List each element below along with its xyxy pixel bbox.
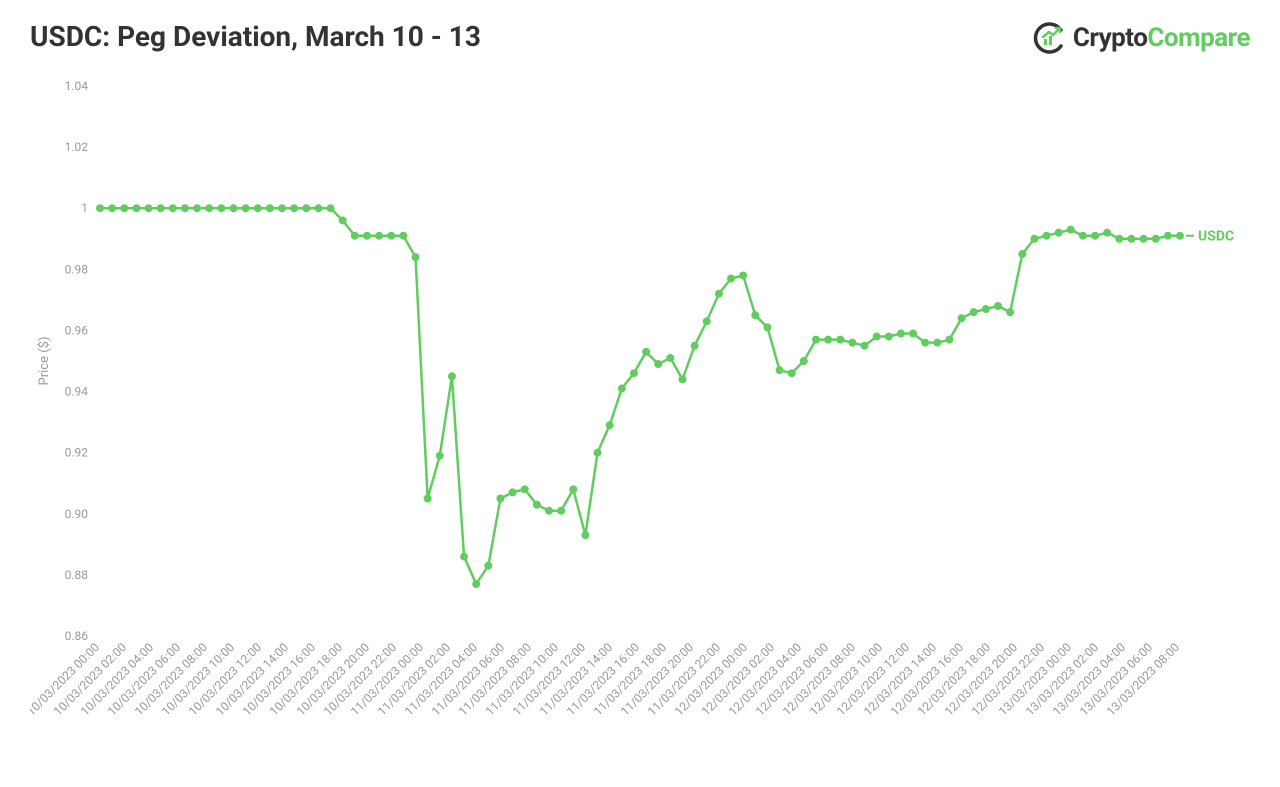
- svg-text:USDC: USDC: [1198, 229, 1234, 245]
- line-chart: 0.86 0.88 0.90 0.92 0.94 0.96 0.98 1 1.02 1.04 Pri…: [30, 76, 1250, 756]
- svg-text:0.92: 0.92: [65, 446, 89, 460]
- svg-text:0.94: 0.94: [65, 385, 89, 399]
- svg-text:0.90: 0.90: [65, 507, 89, 521]
- svg-text:1: 1: [81, 201, 88, 215]
- svg-text:0.88: 0.88: [65, 568, 89, 582]
- logo-text-primary: Crypto: [1073, 23, 1148, 53]
- logo-text-secondary: Compare: [1147, 23, 1250, 53]
- svg-text:0.86: 0.86: [65, 629, 89, 643]
- chart-area: 0.86 0.88 0.90 0.92 0.94 0.96 0.98 1 1.02 1.04 Pri…: [30, 76, 1250, 756]
- svg-text:Price ($): Price ($): [37, 337, 52, 386]
- svg-text:1.02: 1.02: [65, 140, 89, 154]
- svg-text:0.96: 0.96: [65, 323, 89, 337]
- logo-icon: [1031, 20, 1067, 56]
- svg-text:0.98: 0.98: [65, 262, 89, 276]
- logo: CryptoCompare: [1031, 20, 1250, 56]
- chart-title: USDC: Peg Deviation, March 10 - 13: [30, 20, 481, 53]
- logo-text: CryptoCompare: [1073, 23, 1250, 53]
- svg-text:1.04: 1.04: [65, 79, 89, 93]
